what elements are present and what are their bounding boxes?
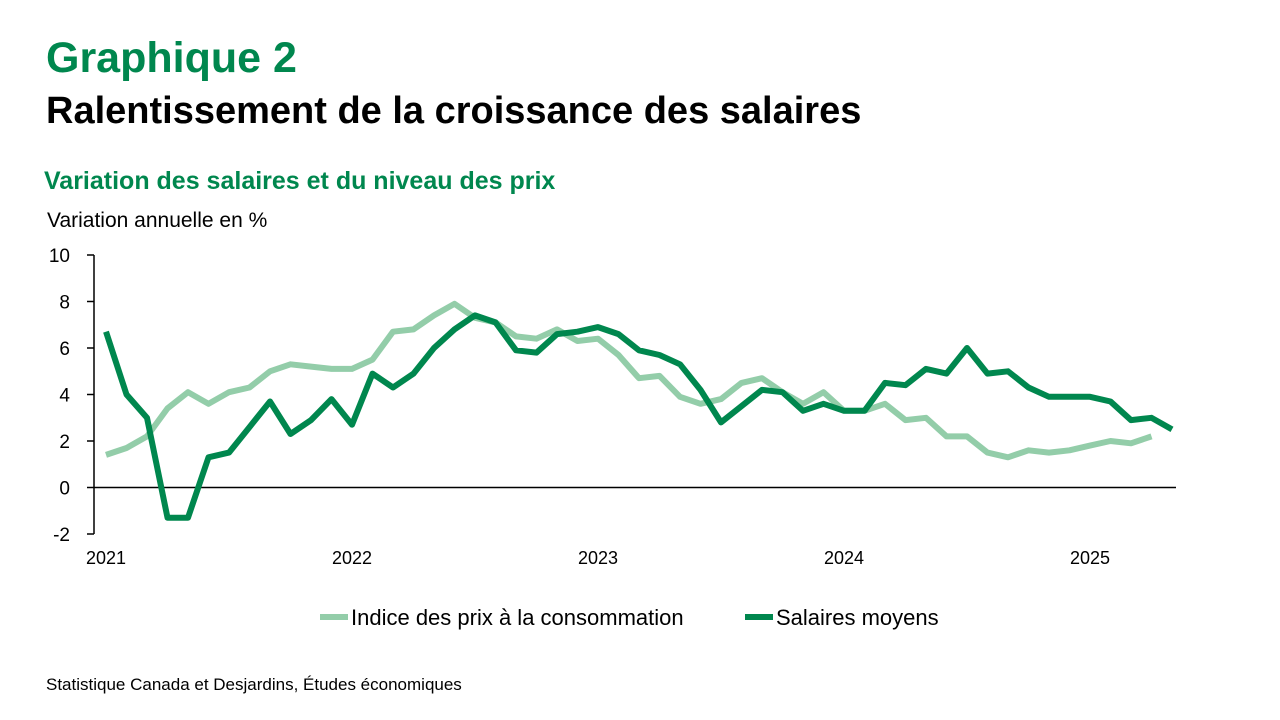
x-tick-label: 2024 [824,548,864,568]
source-note: Statistique Canada et Desjardins, Études… [46,675,462,694]
chart-main-title: Ralentissement de la croissance des sala… [46,90,862,132]
y-tick-label: -2 [53,525,70,546]
chart-subtitle: Variation des salaires et du niveau des … [44,167,556,195]
x-tick-label: 2022 [332,548,372,568]
wages-series-line [103,312,1174,521]
cpi-series-line [105,300,1153,461]
y-axis-unit-label: Variation annuelle en % [47,209,268,232]
y-tick-label: 4 [59,386,70,407]
graph-number-label: Graphique 2 [46,34,297,82]
y-tick-label: 0 [59,479,70,500]
y-tick-label: 10 [49,246,70,267]
x-tick-label: 2023 [578,548,618,568]
x-tick-label: 2025 [1070,548,1110,568]
y-tick-label: 8 [59,293,70,314]
y-tick-label: 6 [59,339,70,360]
legend-label: Salaires moyens [776,605,939,630]
legend-label: Indice des prix à la consommation [351,605,684,630]
x-tick-label: 2021 [86,548,126,568]
y-tick-label: 2 [59,432,70,453]
